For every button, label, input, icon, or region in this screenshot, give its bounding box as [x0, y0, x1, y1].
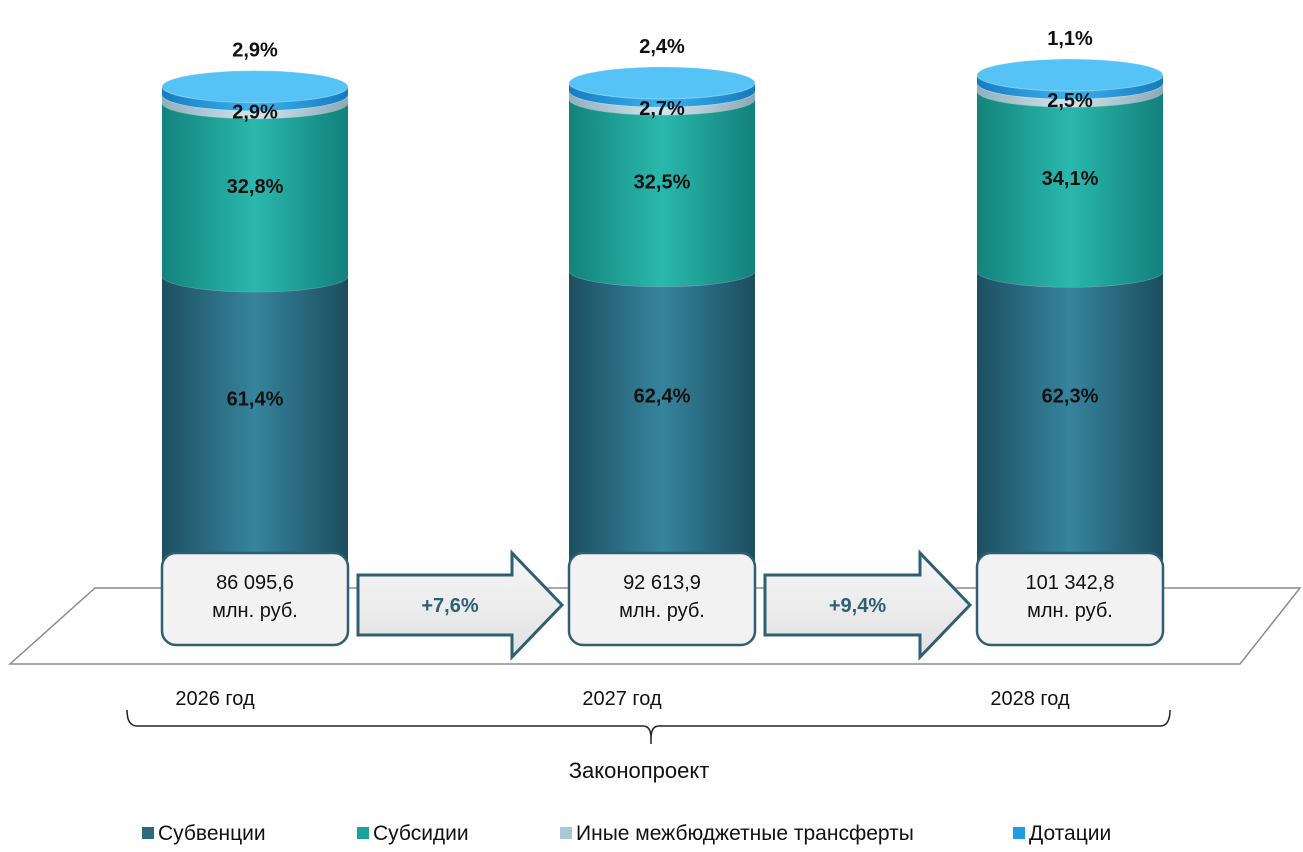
growth-label-1: +7,6% — [421, 595, 478, 617]
data-label-dotatsii-1: 2,9% — [232, 40, 278, 62]
cylinder-body — [569, 98, 755, 287]
data-label-inye-2: 2,7% — [639, 98, 685, 120]
cylinder-dotatsii-2 — [568, 66, 756, 107]
data-label-inye-1: 2,9% — [232, 102, 278, 124]
growth-arrow-1 — [356, 549, 565, 661]
growth-label-2: +9,4% — [829, 595, 886, 617]
data-label-subventsii-1: 61,4% — [227, 388, 284, 410]
bracket — [126, 709, 1171, 744]
category-label-2026: 2026 год — [175, 688, 255, 710]
cylinder-cap — [976, 58, 1164, 92]
total-unit-1: млн. руб. — [212, 600, 298, 622]
cylinder-cap — [161, 70, 349, 104]
cylinder-body — [977, 91, 1163, 288]
total-box-1 — [160, 551, 350, 647]
category-label-2028: 2028 год — [990, 688, 1070, 710]
legend-swatch-subventsii — [142, 827, 154, 839]
data-label-subventsii-3: 62,3% — [1042, 386, 1099, 408]
total-unit-2: млн. руб. — [619, 600, 705, 622]
cylinder-dotatsii-1 — [161, 70, 349, 111]
cylinder-body — [977, 271, 1163, 616]
legend-label-dotatsii: Дотации — [1029, 822, 1111, 845]
legend-label-inye: Иные межбюджетные трансферты — [576, 822, 914, 845]
legend-swatch-subsidii — [357, 827, 369, 839]
data-label-dotatsii-3: 1,1% — [1047, 28, 1093, 50]
overlay-layer: 61,4% 32,8% 2,9% 2,9% 86 095,6 млн. руб. 62,4%… — [160, 28, 1165, 661]
legend-label-subsidii: Субсидии — [373, 822, 469, 845]
data-label-inye-3: 2,5% — [1047, 90, 1093, 112]
total-unit-3: млн. руб. — [1027, 600, 1113, 622]
total-box-2 — [567, 551, 757, 647]
category-label-2027: 2027 год — [582, 688, 662, 710]
cylinder-cap — [568, 66, 756, 100]
cylinder-body — [162, 275, 348, 616]
legend-label-subventsii: Субвенции — [158, 822, 266, 845]
total-value-2: 92 613,9 — [623, 572, 701, 594]
data-label-subsidii-2: 32,5% — [634, 172, 691, 194]
bars-layer — [161, 58, 1164, 616]
growth-arrow-2 — [763, 549, 973, 661]
cylinder-body — [569, 270, 755, 616]
total-value-3: 101 342,8 — [1026, 572, 1115, 594]
total-value-1: 86 095,6 — [216, 572, 294, 594]
data-label-subsidii-3: 34,1% — [1042, 168, 1099, 190]
cylinder-body — [162, 102, 348, 292]
cylinder-dotatsii-3 — [976, 58, 1164, 100]
total-box-3 — [975, 551, 1165, 647]
bracket-label: Законопроект — [569, 758, 710, 783]
legend: Субвенции Субсидии Иные межбюджетные тра… — [142, 822, 1111, 845]
legend-swatch-inye — [560, 827, 572, 839]
data-label-subsidii-1: 32,8% — [227, 176, 284, 198]
legend-swatch-dotatsii — [1013, 827, 1025, 839]
data-label-dotatsii-2: 2,4% — [639, 36, 685, 58]
data-label-subventsii-2: 62,4% — [634, 385, 691, 407]
